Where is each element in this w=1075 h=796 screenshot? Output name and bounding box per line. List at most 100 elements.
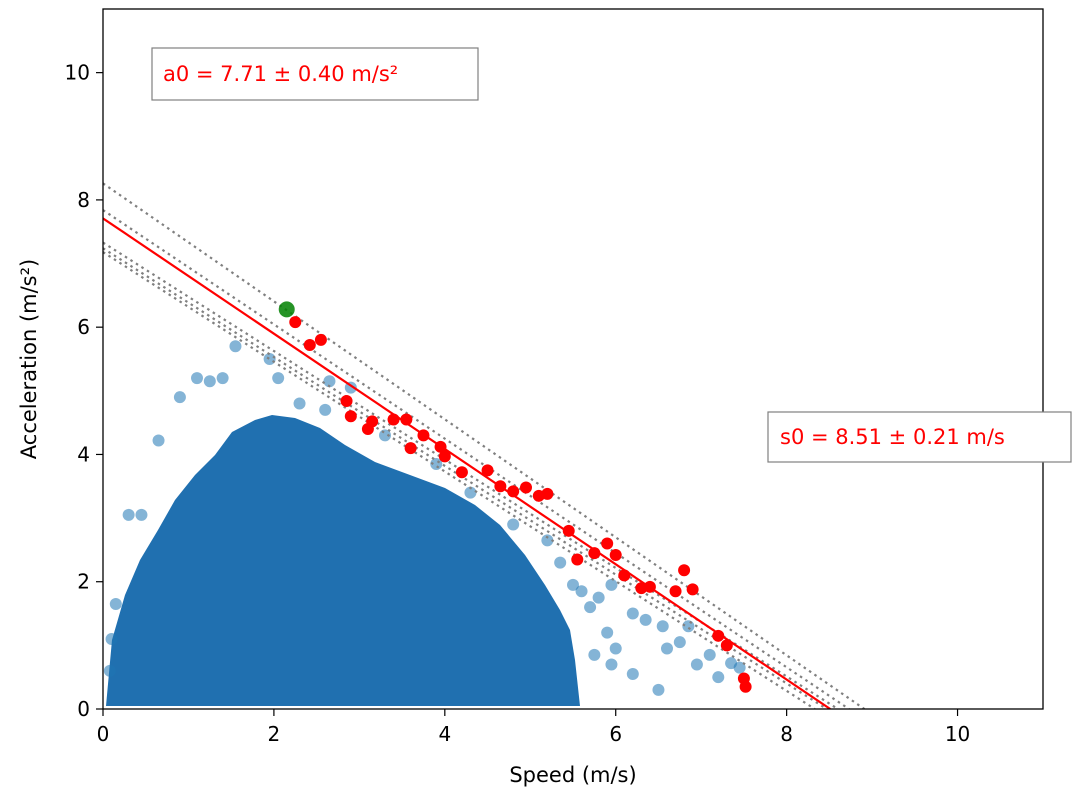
frontier-point	[289, 316, 302, 329]
x-tick-label: 0	[97, 722, 110, 746]
scatter-point	[673, 636, 686, 649]
plot-frame	[102, 8, 1044, 710]
frontier-point	[720, 639, 733, 652]
frontier-point	[507, 485, 520, 498]
y-tick-label: 6	[77, 315, 90, 339]
data-cloud	[106, 415, 580, 706]
frontier-point	[678, 564, 691, 577]
frontier-point	[669, 585, 682, 598]
x-tick-label: 8	[780, 722, 793, 746]
x-tick-label: 10	[945, 722, 970, 746]
y-axis-label: Acceleration (m/s²)	[17, 259, 41, 459]
scatter-point	[690, 658, 703, 671]
peak-point-group	[278, 301, 295, 318]
scatter-point	[712, 671, 725, 684]
frontier-point	[643, 580, 656, 593]
scatter-point	[605, 658, 618, 671]
scatter-point	[575, 585, 588, 598]
scatter-point	[507, 518, 520, 531]
scatter-point	[323, 375, 336, 388]
frontier-point	[618, 569, 631, 582]
scatter-point	[263, 353, 276, 365]
scatter-point	[554, 556, 567, 569]
scatter-point	[567, 578, 579, 591]
scatter-point	[609, 642, 622, 655]
scatter-point	[661, 642, 673, 655]
frontier-point	[387, 413, 400, 426]
fit-line-group	[103, 217, 831, 709]
x-axis: 0 2 4 6 8 10	[97, 709, 970, 746]
scatter-point	[191, 372, 203, 385]
scatter-point	[592, 591, 605, 604]
frontier-point	[417, 429, 430, 442]
peak-point	[278, 301, 295, 318]
scatter-point	[626, 607, 639, 620]
frontier-point	[400, 413, 413, 426]
frontier-point	[520, 481, 532, 494]
scatter-point	[656, 620, 669, 633]
data-cloud-region	[106, 415, 580, 706]
bound-line	[103, 241, 839, 709]
annotation-s0: s0 = 8.51 ± 0.21 m/s	[767, 411, 1072, 463]
frontier-point	[340, 395, 353, 407]
scatter-point	[584, 601, 597, 614]
scatter-point	[135, 508, 148, 521]
annotation-a0-box	[151, 47, 479, 101]
scatter-point	[203, 375, 216, 388]
scatter-point	[601, 626, 614, 639]
scatter-point	[652, 683, 665, 696]
x-tick-label: 4	[438, 722, 451, 746]
y-tick-label: 10	[65, 61, 90, 85]
annotation-a0-text: a0 = 7.71 ± 0.40 m/s²	[163, 62, 398, 86]
y-tick-label: 2	[77, 570, 90, 594]
scatter-point	[319, 403, 332, 416]
scatter-point	[216, 372, 229, 385]
frontier-point	[404, 442, 417, 455]
scatter-point	[626, 668, 639, 680]
frontier-point	[481, 464, 494, 477]
annotation-a0: a0 = 7.71 ± 0.40 m/s²	[151, 47, 479, 101]
frontier-point	[314, 333, 327, 346]
scatter-point	[588, 648, 601, 661]
scatter-point	[122, 508, 135, 521]
scatter-point	[229, 340, 242, 353]
frontier-point	[588, 547, 601, 560]
outlier-points	[103, 340, 746, 696]
scatter-point	[464, 486, 477, 499]
frontier-point	[571, 553, 584, 566]
frontier-point	[541, 487, 554, 500]
frontier-point	[303, 339, 316, 351]
scatter-point	[103, 664, 116, 677]
frontier-point	[455, 466, 468, 479]
frontier-point	[609, 549, 622, 561]
scatter-point	[541, 534, 554, 547]
bound-line	[103, 251, 816, 709]
frontier-point	[494, 480, 507, 493]
fit-line	[103, 217, 831, 709]
bound-line	[103, 182, 866, 709]
bound-line	[103, 209, 850, 709]
annotation-s0-box	[767, 411, 1072, 463]
x-tick-label: 6	[609, 722, 622, 746]
frontier-point	[739, 680, 752, 693]
annotation-s0-text: s0 = 8.51 ± 0.21 m/s	[780, 425, 1005, 449]
y-axis: 0 2 4 6 8 10	[65, 61, 103, 721]
y-tick-label: 4	[77, 442, 90, 466]
scatter-point	[605, 578, 618, 591]
scatter-point	[152, 434, 165, 447]
scatter-point	[173, 391, 186, 404]
y-tick-label: 0	[77, 697, 90, 721]
confidence-lines	[103, 182, 866, 709]
scatter-point	[733, 661, 746, 674]
frontier-point	[601, 537, 614, 550]
frontier-point	[438, 450, 451, 463]
y-tick-label: 8	[77, 188, 90, 212]
x-axis-label: Speed (m/s)	[509, 763, 636, 787]
x-tick-label: 2	[268, 722, 281, 746]
scatter-point	[293, 397, 306, 410]
frontier-point	[366, 415, 379, 428]
frontier-points	[289, 316, 752, 693]
scatter-point	[430, 458, 443, 470]
scatter-point	[109, 598, 122, 610]
